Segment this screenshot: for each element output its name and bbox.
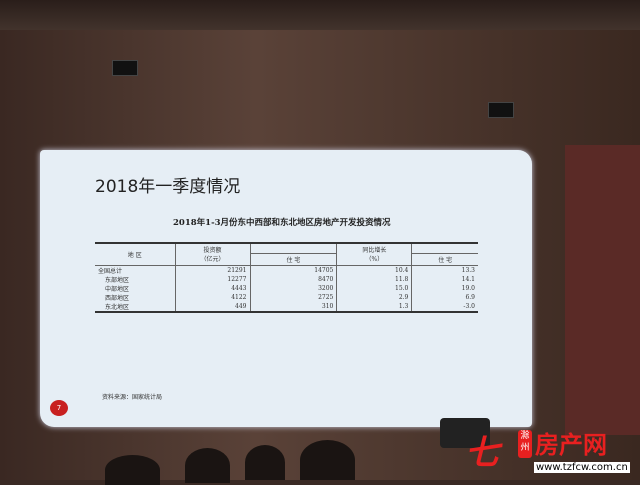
table-title: 2018年1-3月份东中西部和东北地区房地产开发投资情况 [173,218,391,228]
cell-growth: 1.3 [336,301,412,313]
table-row: 全国总计 21291 14705 10.4 13.3 [95,265,478,275]
watermark-city: 滁州 [518,430,532,458]
cell-growth: 11.8 [336,274,412,284]
phone-in-hand [440,418,490,448]
stage-backdrop [565,145,640,435]
cell-residential: 2725 [249,292,337,302]
header-growth: 同比增长 （%） [336,242,413,266]
watermark-logo-mark: 七 [465,433,499,473]
header-blank [249,242,338,254]
audience-head [185,448,230,483]
cell-growth-residential: 13.3 [411,265,478,275]
header-residential: 住 宅 [249,252,338,266]
cell-growth: 15.0 [336,283,412,293]
watermark-name: 房产网 [535,431,607,459]
header-blank [411,242,478,254]
cell-residential: 14705 [249,265,337,275]
header-investment: 投资额 （亿元） [174,242,251,266]
cell-region: 全国总计 [98,267,123,275]
data-source: 资料来源：国家统计局 [102,394,163,401]
audience-head [300,440,355,480]
table-row: 西部地区 4122 2725 2.9 6.9 [95,292,478,302]
slide-title: 2018年一季度情况 [95,177,241,197]
table-row: 东部地区 12277 8470 11.8 14.1 [95,274,478,284]
cell-growth-residential: 19.0 [411,283,478,293]
header-region: 地 区 [95,242,176,266]
cell-region: 中部地区 [105,285,130,293]
ceiling-speaker [112,60,138,76]
audience-head [105,455,160,485]
header-growth-residential: 住 宅 [411,252,478,266]
cell-residential: 3200 [249,283,337,293]
page-number-badge: 7 [50,400,68,416]
cell-residential: 8470 [249,274,337,284]
audience-head [245,445,285,480]
cell-growth-residential: -3.0 [411,301,478,313]
watermark-url: www.tzfcw.com.cn [534,462,630,473]
cell-region: 西部地区 [105,294,130,302]
cell-investment: 4122 [174,292,250,302]
cell-investment: 4443 [174,283,250,293]
cell-region: 东部地区 [105,276,130,284]
cell-investment: 21291 [174,265,250,275]
cell-investment: 12277 [174,274,250,284]
cell-growth-residential: 14.1 [411,274,478,284]
table-row: 中部地区 4443 3200 15.0 19.0 [95,283,478,293]
table-row: 东北地区 449 310 1.3 -3.0 [95,301,478,313]
cell-growth: 10.4 [336,265,412,275]
wall-speaker [488,102,514,118]
cell-growth-residential: 6.9 [411,292,478,302]
cell-investment: 449 [174,301,250,313]
cell-region: 东北地区 [95,301,175,313]
cell-residential: 310 [249,301,337,313]
projected-slide: 2018年一季度情况 2018年1-3月份东中西部和东北地区房地产开发投资情况 … [40,150,532,427]
cell-growth: 2.9 [336,292,412,302]
investment-table: 地 区 投资额 （亿元） 同比增长 （%） 住 宅 住 宅 全国总计 21291 1… [95,242,478,313]
